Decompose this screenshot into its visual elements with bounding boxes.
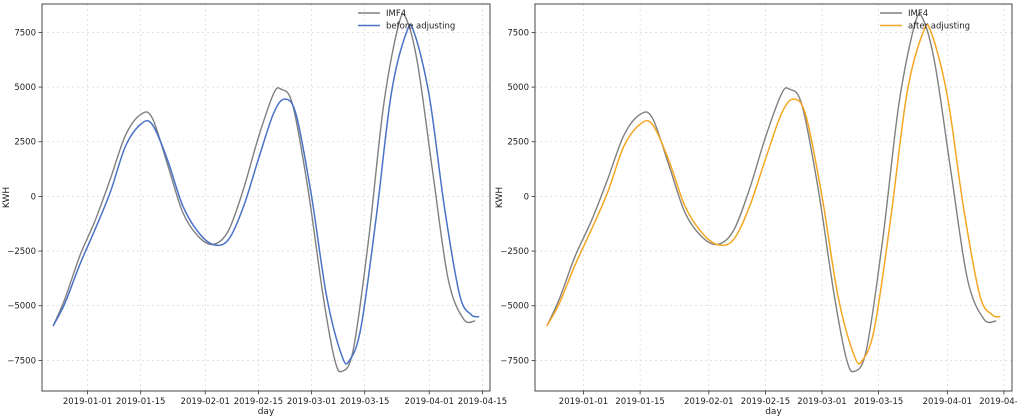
x-tick-label: 2019-04-15 [458, 397, 507, 407]
series-line-imf4 [52, 12, 476, 373]
y-tick-label: 7500 [14, 28, 36, 38]
x-tick-label: 2019-01-01 [63, 397, 112, 407]
x-tick-label: 2019-03-15 [854, 397, 903, 407]
legend-entry-label: IMF4 [908, 9, 928, 19]
x-tick-label: 2019-01-15 [615, 397, 664, 407]
x-axis-label: day [258, 407, 275, 416]
y-tick-label: −5000 [500, 302, 529, 312]
x-tick-label: 2019-04-01 [405, 397, 454, 407]
plot-frame [534, 3, 1013, 392]
chart-before-adjusting: −7500 −5000 −2500 0 2500 5000 7500 2019-01-01 20… [2, 3, 507, 416]
chart-after-adjusting: −7500 −5000 −2500 0 2500 5000 7500 2019-01-01 20… [495, 3, 1017, 416]
x-tick-label: 2019-02-01 [181, 397, 230, 407]
x-axis-label: day [765, 407, 782, 416]
series-line-imf4 [546, 12, 997, 373]
x-tick-label: 2019-03-15 [340, 397, 389, 407]
x-tick-label: 2019-04-15 [979, 397, 1017, 407]
series-line-after-adjusting [546, 23, 1001, 365]
y-tick-label: 5000 [14, 83, 36, 93]
y-axis-label: KWH [495, 187, 505, 208]
y-tick-label: 0 [31, 192, 36, 202]
y-tick-label: 2500 [14, 138, 36, 148]
y-axis-label: KWH [2, 187, 12, 208]
x-tick-label: 2019-03-01 [287, 397, 336, 407]
x-tick-label: 2019-02-01 [684, 397, 733, 407]
x-tick-label: 2019-04-01 [923, 397, 972, 407]
x-tick-label: 2019-01-15 [116, 397, 165, 407]
legend: IMF4 before adjusting [358, 9, 455, 32]
legend: IMF4 after adjusting [880, 9, 970, 32]
x-tick-label: 2019-02-15 [741, 397, 790, 407]
legend-entry-label: after adjusting [908, 22, 970, 32]
y-tick-label: 0 [524, 192, 529, 202]
y-tick-label: 2500 [507, 138, 529, 148]
x-tick-label: 2019-03-01 [797, 397, 846, 407]
y-tick-label: −7500 [500, 356, 529, 366]
x-tick-label: 2019-02-15 [234, 397, 283, 407]
x-tick-label: 2019-01-01 [559, 397, 608, 407]
y-tick-label: −2500 [7, 247, 36, 257]
legend-entry-label: IMF4 [386, 9, 406, 19]
series-line-before-adjusting [52, 23, 480, 365]
y-tick-label: 5000 [507, 83, 529, 93]
y-tick-label: −7500 [7, 356, 36, 366]
legend-entry-label: before adjusting [386, 22, 455, 32]
plot-frame [41, 3, 491, 392]
y-tick-label: −2500 [500, 247, 529, 257]
y-tick-label: 7500 [507, 28, 529, 38]
y-tick-label: −5000 [7, 302, 36, 312]
